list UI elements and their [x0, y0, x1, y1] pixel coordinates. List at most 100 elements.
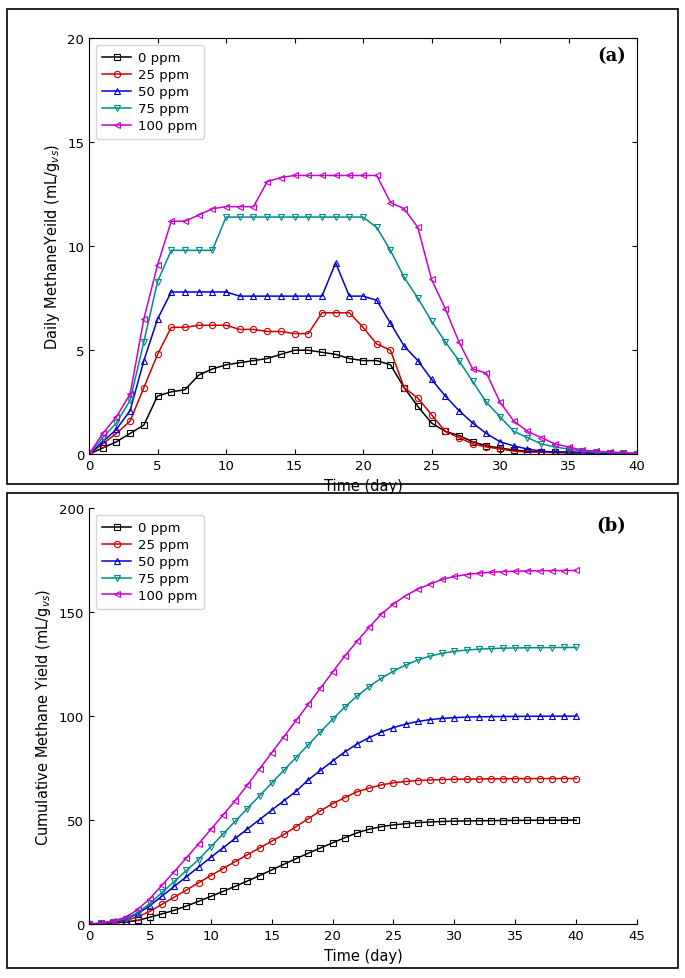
100 ppm: [560, 565, 568, 577]
100 ppm: [121, 911, 129, 923]
25 ppm: [401, 776, 410, 787]
Text: (a): (a): [597, 48, 626, 66]
100 ppm: [414, 584, 422, 596]
75 ppm: [182, 865, 190, 876]
100 ppm: [134, 904, 142, 915]
50 ppm: [578, 447, 586, 459]
75 ppm: [340, 701, 349, 713]
0 ppm: [537, 447, 545, 459]
0 ppm: [450, 816, 458, 827]
75 ppm: [482, 397, 490, 409]
25 ppm: [365, 782, 373, 794]
75 ppm: [414, 293, 422, 305]
25 ppm: [537, 447, 545, 459]
0 ppm: [85, 449, 93, 461]
0 ppm: [290, 345, 299, 357]
25 ppm: [181, 322, 189, 333]
100 ppm: [438, 574, 447, 586]
75 ppm: [365, 681, 373, 692]
0 ppm: [279, 859, 288, 870]
25 ppm: [207, 869, 215, 881]
0 ppm: [316, 842, 325, 854]
50 ppm: [345, 291, 353, 303]
25 ppm: [304, 329, 312, 340]
75 ppm: [619, 448, 627, 460]
75 ppm: [523, 432, 532, 444]
50 ppm: [195, 287, 203, 298]
75 ppm: [277, 212, 285, 224]
75 ppm: [195, 245, 203, 257]
X-axis label: Time (day): Time (day): [324, 478, 402, 493]
50 ppm: [304, 291, 312, 303]
100 ppm: [236, 201, 244, 213]
75 ppm: [153, 277, 162, 289]
75 ppm: [606, 447, 614, 459]
50 ppm: [126, 405, 134, 417]
100 ppm: [231, 795, 239, 807]
75 ppm: [564, 444, 573, 456]
0 ppm: [208, 364, 216, 376]
100 ppm: [153, 260, 162, 272]
75 ppm: [126, 395, 134, 407]
25 ppm: [277, 327, 285, 338]
100 ppm: [414, 222, 422, 234]
100 ppm: [373, 170, 381, 182]
0 ppm: [167, 386, 175, 398]
50 ppm: [548, 711, 556, 723]
25 ppm: [496, 444, 504, 456]
100 ppm: [537, 432, 545, 444]
25 ppm: [243, 849, 251, 861]
0 ppm: [441, 426, 449, 438]
100 ppm: [222, 201, 230, 213]
0 ppm: [373, 355, 381, 367]
0 ppm: [207, 891, 215, 903]
25 ppm: [219, 863, 227, 874]
100 ppm: [606, 447, 614, 459]
0 ppm: [496, 443, 504, 455]
25 ppm: [318, 308, 326, 320]
25 ppm: [316, 805, 325, 817]
75 ppm: [279, 765, 288, 777]
25 ppm: [85, 918, 93, 930]
75 ppm: [97, 917, 105, 929]
100 ppm: [523, 426, 532, 438]
25 ppm: [182, 884, 190, 896]
100 ppm: [365, 622, 373, 634]
0 ppm: [462, 816, 471, 827]
100 ppm: [482, 368, 490, 379]
25 ppm: [236, 325, 244, 336]
25 ppm: [373, 338, 381, 350]
25 ppm: [548, 773, 556, 784]
75 ppm: [389, 665, 397, 677]
0 ppm: [414, 817, 422, 828]
50 ppm: [523, 444, 532, 456]
75 ppm: [110, 915, 118, 927]
50 ppm: [414, 716, 422, 728]
75 ppm: [386, 245, 395, 257]
75 ppm: [243, 803, 251, 815]
50 ppm: [450, 712, 458, 724]
0 ppm: [236, 358, 244, 370]
75 ppm: [455, 355, 463, 367]
75 ppm: [249, 212, 258, 224]
Y-axis label: Daily MethaneYeild (mL/g$_{vs}$): Daily MethaneYeild (mL/g$_{vs}$): [42, 144, 62, 350]
50 ppm: [121, 913, 129, 925]
50 ppm: [592, 448, 600, 460]
50 ppm: [263, 291, 271, 303]
25 ppm: [592, 448, 600, 460]
75 ppm: [377, 673, 386, 685]
75 ppm: [134, 907, 142, 918]
50 ppm: [536, 711, 544, 723]
25 ppm: [208, 320, 216, 332]
75 ppm: [633, 448, 641, 460]
100 ppm: [167, 216, 175, 228]
0 ppm: [455, 430, 463, 442]
75 ppm: [487, 644, 495, 655]
75 ppm: [263, 212, 271, 224]
100 ppm: [511, 565, 519, 577]
50 ppm: [359, 291, 367, 303]
100 ppm: [340, 650, 349, 662]
Line: 75 ppm: 75 ppm: [86, 215, 640, 458]
75 ppm: [426, 650, 434, 662]
100 ppm: [279, 731, 288, 742]
